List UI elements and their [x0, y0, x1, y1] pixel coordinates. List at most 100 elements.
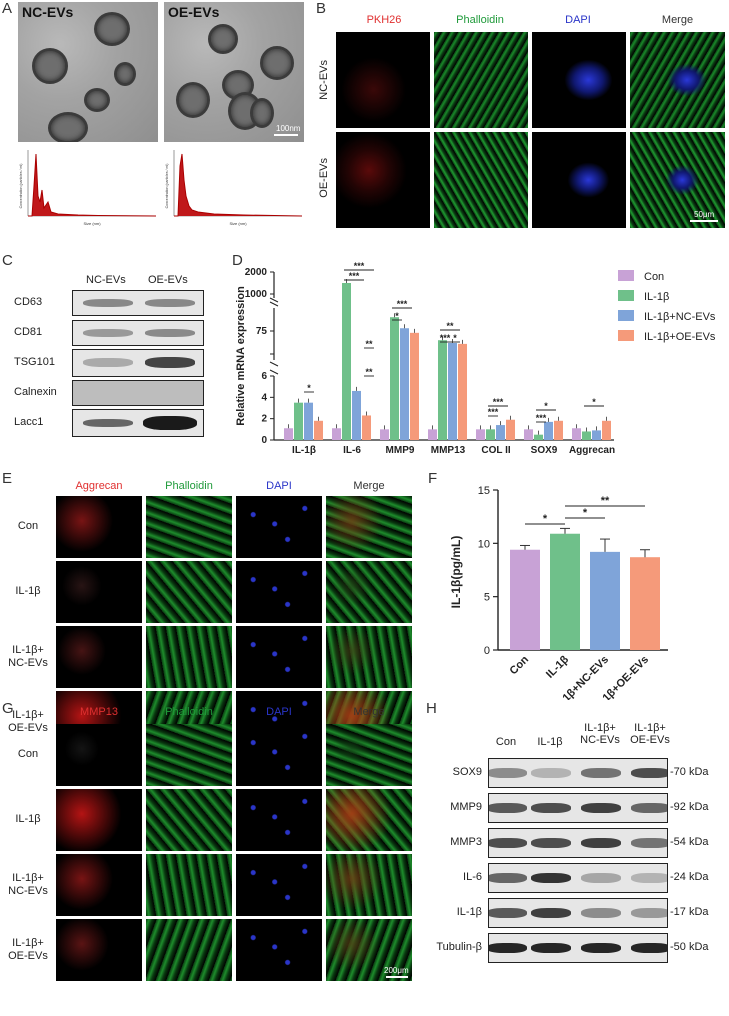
bar: [332, 428, 341, 440]
blot-col-label: IL-1β+ NC-EVs: [580, 722, 620, 746]
blot-row-label: MMP3: [450, 836, 482, 848]
band: [489, 908, 527, 918]
dapi-image: [236, 854, 322, 916]
pkh26-image: [336, 132, 430, 228]
panel-label-d: D: [232, 252, 243, 269]
blot-strip: [488, 828, 668, 858]
band: [581, 873, 621, 883]
bar: [390, 317, 399, 440]
col-header-dapi: DAPI: [266, 706, 292, 718]
blot-row-label: Lacc1: [14, 416, 44, 428]
blot-kda-label: -92 kDa: [670, 801, 709, 813]
band: [489, 768, 527, 778]
dapi-image: [236, 789, 322, 851]
y-axis-label: Relative mRNA expression: [235, 286, 247, 426]
blot-strip: [488, 933, 668, 963]
col-header-merge: Merge: [353, 480, 385, 492]
bar: [554, 420, 563, 440]
blot-col-nc-evs: NC-EVs: [86, 274, 126, 286]
row-label: Con: [17, 748, 39, 760]
blot-cd63: [72, 290, 204, 316]
phalloidin-image: [146, 789, 232, 851]
blot-row-label: MMP9: [450, 801, 482, 813]
blot-strip: [488, 758, 668, 788]
scale-label: 200μm: [384, 966, 409, 975]
panel-label-c: C: [2, 252, 13, 269]
merge-image: [326, 496, 412, 558]
blot-row-label: Tubulin-β: [436, 941, 482, 953]
phalloidin-image: [434, 32, 528, 128]
bar: [602, 420, 611, 440]
band: [83, 358, 133, 367]
y-tick-label: 1000: [245, 289, 268, 300]
legend-label: IL-1β: [644, 291, 669, 303]
row-label: IL-1β+ OE-EVs: [8, 709, 48, 734]
band: [145, 357, 195, 368]
vesicle: [176, 82, 210, 118]
vesicle: [208, 24, 238, 54]
band: [531, 873, 571, 883]
phalloidin-image: [146, 626, 232, 688]
bar: [544, 421, 553, 440]
red-channel-image: [56, 561, 142, 623]
bar: [342, 283, 351, 440]
band: [531, 908, 571, 918]
panel-label-f: F: [428, 470, 438, 487]
nta-ylabel: Concentration (particles / ml): [165, 164, 169, 209]
tem-image-nc-evs: NC-EVs: [18, 2, 158, 142]
blot-col-label: Con: [495, 736, 517, 748]
tem-image-oe-evs: OE-EVs 100nm: [164, 2, 304, 142]
col-header-phalloidin: Phalloidin: [165, 480, 213, 492]
y-tick-label: 2000: [245, 267, 268, 278]
significance-marker: **: [601, 495, 610, 507]
phalloidin-image: [146, 919, 232, 981]
significance-marker: *: [453, 333, 457, 343]
y-tick-label: 75: [256, 326, 268, 337]
row-label-nc-evs: NC-EVs: [318, 60, 330, 100]
y-tick-label: 10: [478, 538, 490, 550]
significance-marker: *: [583, 507, 588, 519]
significance-marker: ***: [397, 299, 408, 309]
legend-label: IL-1β+NC-EVs: [644, 311, 716, 323]
vesicle: [32, 48, 68, 84]
significance-marker: ***: [488, 407, 499, 417]
band: [83, 299, 133, 307]
band: [143, 416, 197, 430]
y-tick-label: 6: [261, 371, 267, 382]
col-header-merge: Merge: [353, 706, 385, 718]
significance-marker: ***: [349, 271, 360, 281]
blot-strip: [488, 793, 668, 823]
col-header-phalloidin: Phalloidin: [165, 706, 213, 718]
vesicle: [114, 62, 136, 86]
band: [489, 873, 527, 883]
merge-image: [630, 32, 725, 128]
bar: [362, 415, 371, 440]
bar: [550, 533, 580, 650]
blot-row-label: SOX9: [452, 766, 482, 778]
bar: [630, 557, 660, 650]
band: [581, 838, 621, 848]
bar: [486, 429, 495, 440]
red-channel-image: [56, 626, 142, 688]
bar: [510, 549, 540, 650]
y-tick-label: 4: [261, 392, 267, 403]
vesicle: [260, 46, 294, 80]
significance-marker: ***: [536, 413, 547, 423]
blot-row-label: IL-1β: [456, 906, 482, 918]
blot-row-label: TSG101: [14, 356, 55, 368]
y-tick-label: 2: [261, 414, 267, 425]
x-tick-label: IL-1β: [292, 445, 316, 456]
dapi-image: [236, 496, 322, 558]
blot-kda-label: -70 kDa: [670, 766, 709, 778]
col-header-dapi: DAPI: [266, 480, 292, 492]
col-header-aggrecan: Aggrecan: [75, 480, 123, 492]
col-header-pkh26: PKH26: [366, 14, 402, 26]
band: [489, 803, 527, 813]
band: [631, 838, 667, 848]
significance-marker: ***: [440, 333, 451, 343]
red-channel-image: [56, 724, 142, 786]
panel-label-b: B: [316, 0, 327, 17]
scale-bar: [690, 220, 718, 222]
nta-xlabel: Size (nm): [229, 221, 247, 226]
